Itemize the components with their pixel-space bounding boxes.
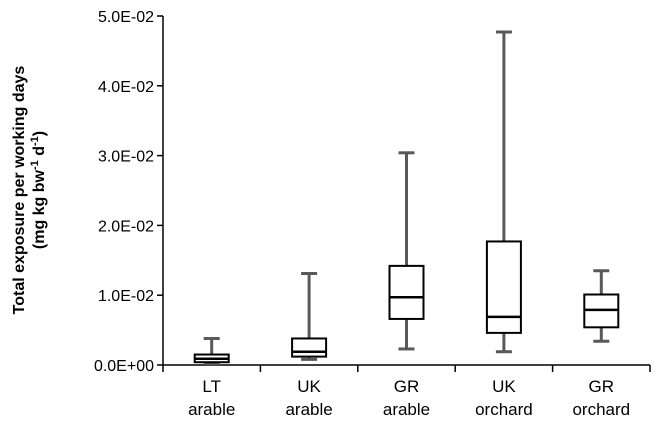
y-tick-label: 4.0E-02 <box>98 79 154 96</box>
x-category-label-line2: arable <box>285 400 332 419</box>
y-tick-label: 3.0E-02 <box>98 149 154 166</box>
x-category-label-line2: arable <box>188 400 235 419</box>
y-axis-title-line1: Total exposure per working days <box>11 66 28 315</box>
y-axis-title: Total exposure per working days (mg kg b… <box>11 66 48 315</box>
iqr-box <box>485 240 522 334</box>
x-category-label-line2: orchard <box>475 400 533 419</box>
iqr-box <box>388 264 425 320</box>
box-group <box>583 269 620 343</box>
y-tick-label: 0.0E+00 <box>94 358 154 375</box>
y-tick-label: 1.0E-02 <box>98 288 154 305</box>
axes <box>162 16 650 366</box>
box-group <box>485 30 522 354</box>
x-category-label-line1: GR <box>589 377 615 396</box>
y-axis-title-line2: (mg kg bw-1 d-1) <box>29 131 48 249</box>
box-group <box>291 272 328 361</box>
y-axis-ticks: 0.0E+00 1.0E-02 2.0E-02 3.0E-02 4.0E-02 5.0E-… <box>94 9 163 375</box>
x-category-label-line2: arable <box>383 400 430 419</box>
x-category-label-line1: UK <box>297 377 321 396</box>
x-axis-ticks: LT arable UK arable GR arable UK orchard GR orcha… <box>162 365 651 419</box>
box-group <box>388 151 425 351</box>
iqr-box <box>291 337 328 358</box>
x-category-label-line2: orchard <box>572 400 630 419</box>
x-category-label-line1: GR <box>394 377 420 396</box>
x-category-label-line1: LT <box>202 377 221 396</box>
box-group <box>193 336 230 366</box>
x-category-label-line1: UK <box>492 377 516 396</box>
boxes <box>193 30 620 366</box>
y-tick-label: 5.0E-02 <box>98 9 154 26</box>
y-tick-label: 2.0E-02 <box>98 218 154 235</box>
